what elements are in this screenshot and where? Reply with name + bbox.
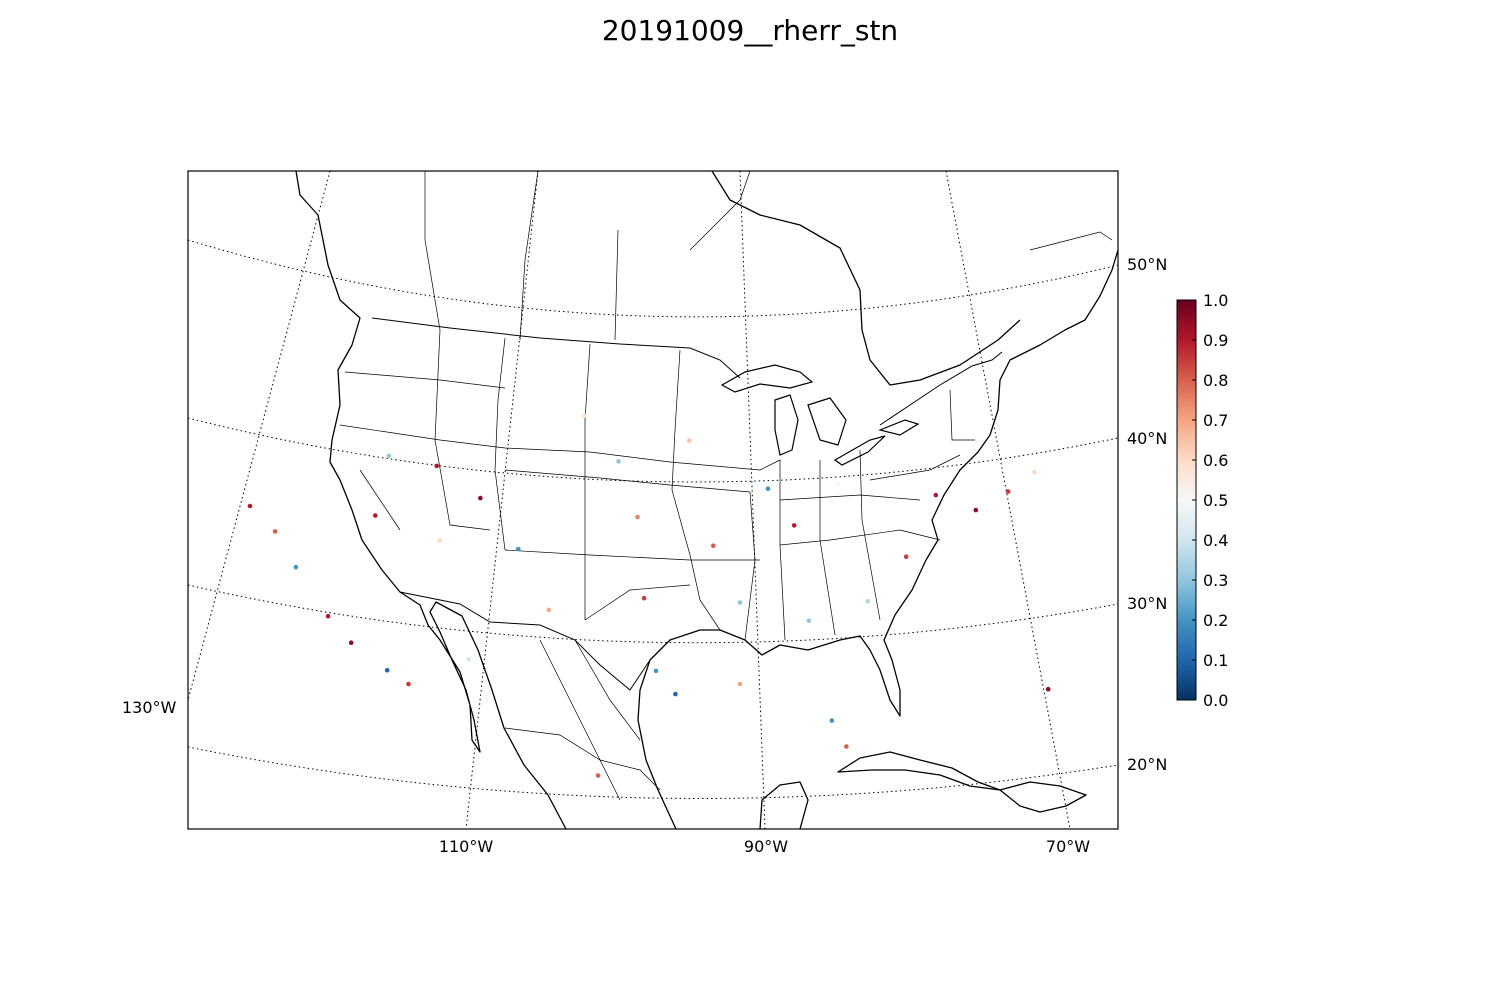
- station-marker: [373, 513, 378, 518]
- map-frame: [187, 170, 1119, 830]
- gulf-coast: [637, 249, 1118, 829]
- station-marker: [711, 543, 716, 548]
- station-marker: [1005, 489, 1011, 494]
- station-marker: [835, 481, 841, 487]
- station-marker: [348, 640, 354, 645]
- colorbar-tick-label: 0.4: [1203, 531, 1228, 550]
- station-marker: [844, 744, 849, 749]
- station-marker: [386, 453, 392, 459]
- station-marker: [641, 595, 647, 601]
- station-marker: [1045, 686, 1051, 692]
- station-marker: [737, 681, 743, 687]
- us-mexico-border: [399, 591, 651, 691]
- north-america-coast: [295, 171, 567, 829]
- station-marker: [384, 668, 390, 673]
- station-marker: [582, 413, 587, 419]
- us-canada-border: [371, 317, 741, 379]
- station-marker: [653, 668, 659, 674]
- station-marker: [546, 607, 552, 613]
- us-canada-border-east: [879, 351, 1003, 426]
- station-marker: [616, 459, 621, 464]
- station-marker: [737, 600, 743, 605]
- station-marker: [437, 538, 443, 543]
- lat-label-30n: 30°N: [1127, 594, 1167, 613]
- colorbar-tick-label: 0.1: [1203, 651, 1228, 670]
- lon-label-90w: 90°W: [744, 837, 788, 856]
- colorbar-tick-label: 0.0: [1203, 691, 1228, 710]
- station-marker: [516, 546, 521, 552]
- station-marker: [648, 857, 653, 862]
- station-marker: [903, 554, 909, 559]
- colorbar-tick-label: 0.2: [1203, 611, 1228, 630]
- colorbar-tick-label: 0.3: [1203, 571, 1228, 590]
- station-marker: [829, 718, 835, 723]
- station-markers: [247, 413, 1051, 862]
- station-marker: [406, 681, 411, 687]
- colorbar-tick-label: 0.6: [1203, 451, 1228, 470]
- colorbar-ticks: 0.0 0.1 0.2 0.3 0.4 0.5 0.6 0.7 0.8 0.9 1.0: [1192, 291, 1228, 710]
- latitude-line-20n: [188, 746, 1118, 799]
- lat-label-40n: 40°N: [1127, 429, 1167, 448]
- station-marker: [325, 613, 331, 619]
- longitude-line-130w: [188, 171, 331, 701]
- latitude-line-40n: [188, 417, 1118, 483]
- great-lakes: [720, 364, 920, 466]
- station-marker: [806, 618, 812, 624]
- station-marker: [1032, 469, 1037, 475]
- station-marker: [765, 486, 771, 492]
- station-marker: [595, 773, 601, 778]
- colorbar-tick-label: 1.0: [1203, 291, 1228, 310]
- longitude-line-90w: [739, 171, 766, 829]
- station-marker: [791, 523, 797, 528]
- station-marker: [478, 495, 483, 501]
- lat-label-20n: 20°N: [1127, 755, 1167, 774]
- station-marker: [247, 503, 253, 509]
- lon-label-110w: 110°W: [439, 837, 494, 856]
- lake-superior: [720, 364, 814, 393]
- page-title: 20191009__rherr_stn: [601, 14, 899, 47]
- country-borders: [371, 317, 1003, 691]
- graticule: [188, 171, 1118, 829]
- station-marker: [272, 529, 278, 534]
- cuba: [837, 751, 1001, 791]
- hudson-bay: [711, 171, 1021, 386]
- lon-label-70w: 70°W: [1046, 837, 1090, 856]
- state-borders: [339, 171, 1113, 801]
- lake-huron: [807, 397, 847, 446]
- station-marker: [434, 463, 440, 469]
- colorbar-tick-label: 0.7: [1203, 411, 1228, 430]
- station-marker: [687, 438, 692, 443]
- yucatan: [759, 781, 809, 829]
- lon-label-130w: 130°W: [122, 698, 177, 717]
- lake-erie: [833, 435, 886, 466]
- station-marker: [673, 691, 678, 697]
- station-marker: [293, 564, 299, 570]
- lat-label-50n: 50°N: [1127, 255, 1167, 274]
- colorbar-tick-label: 0.5: [1203, 491, 1228, 510]
- axis-labels: 50°N 40°N 30°N 20°N 130°W 110°W 90°W 70°…: [122, 255, 1167, 856]
- lake-michigan: [774, 394, 799, 456]
- station-marker: [466, 657, 471, 662]
- colorbar-tick-label: 0.9: [1203, 331, 1228, 350]
- coastline: [295, 171, 1118, 829]
- station-marker: [933, 492, 939, 498]
- colorbar: 0.0 0.1 0.2 0.3 0.4 0.5 0.6 0.7 0.8 0.9 1.0: [1176, 291, 1228, 710]
- station-marker: [973, 507, 979, 513]
- station-marker: [865, 599, 871, 604]
- station-marker: [635, 514, 640, 520]
- colorbar-tick-label: 0.8: [1203, 371, 1228, 390]
- hispaniola: [999, 781, 1087, 813]
- lake-ontario: [878, 419, 920, 436]
